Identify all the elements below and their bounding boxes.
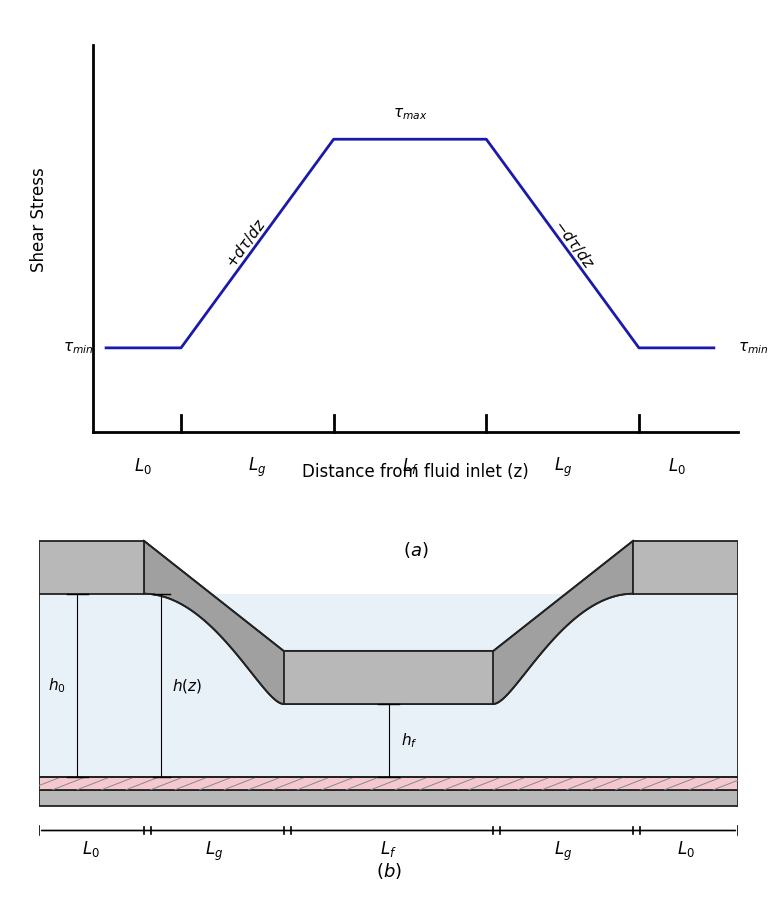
- Text: $L_{f}$: $L_{f}$: [380, 840, 397, 860]
- Text: $(b)$: $(b)$: [375, 861, 402, 881]
- Bar: [39, 541, 144, 594]
- Text: $+d\tau/dz$: $+d\tau/dz$: [222, 216, 270, 272]
- Text: $(a)$: $(a)$: [403, 540, 428, 561]
- Text: $L_{g}$: $L_{g}$: [204, 840, 223, 863]
- Text: $h_0$: $h_0$: [48, 676, 66, 695]
- Text: $L_{f}$: $L_{f}$: [402, 455, 418, 475]
- Text: $L_{g}$: $L_{g}$: [248, 455, 267, 479]
- Text: $h_f$: $h_f$: [401, 732, 418, 750]
- Text: $\tau_{min}$: $\tau_{min}$: [738, 340, 768, 356]
- Bar: [284, 651, 493, 704]
- Polygon shape: [144, 541, 633, 704]
- Text: $L_{0}$: $L_{0}$: [134, 455, 152, 475]
- Text: $h(z)$: $h(z)$: [172, 677, 202, 695]
- Text: $L_{0}$: $L_{0}$: [82, 840, 100, 860]
- Text: $L_{g}$: $L_{g}$: [553, 455, 572, 479]
- Text: $\tau_{min}$: $\tau_{min}$: [63, 340, 93, 356]
- Text: $L_{0}$: $L_{0}$: [677, 840, 695, 860]
- Bar: [633, 541, 738, 594]
- Text: $L_{0}$: $L_{0}$: [668, 455, 686, 475]
- Text: $L_{g}$: $L_{g}$: [554, 840, 573, 863]
- X-axis label: Distance from fluid inlet (z): Distance from fluid inlet (z): [302, 463, 529, 481]
- Bar: [39, 789, 738, 806]
- Text: $\tau_{max}$: $\tau_{max}$: [392, 107, 427, 122]
- Y-axis label: Shear Stress: Shear Stress: [30, 166, 48, 272]
- Bar: [39, 778, 738, 789]
- Text: $-d\tau/dz$: $-d\tau/dz$: [551, 216, 598, 272]
- Bar: [39, 594, 738, 778]
